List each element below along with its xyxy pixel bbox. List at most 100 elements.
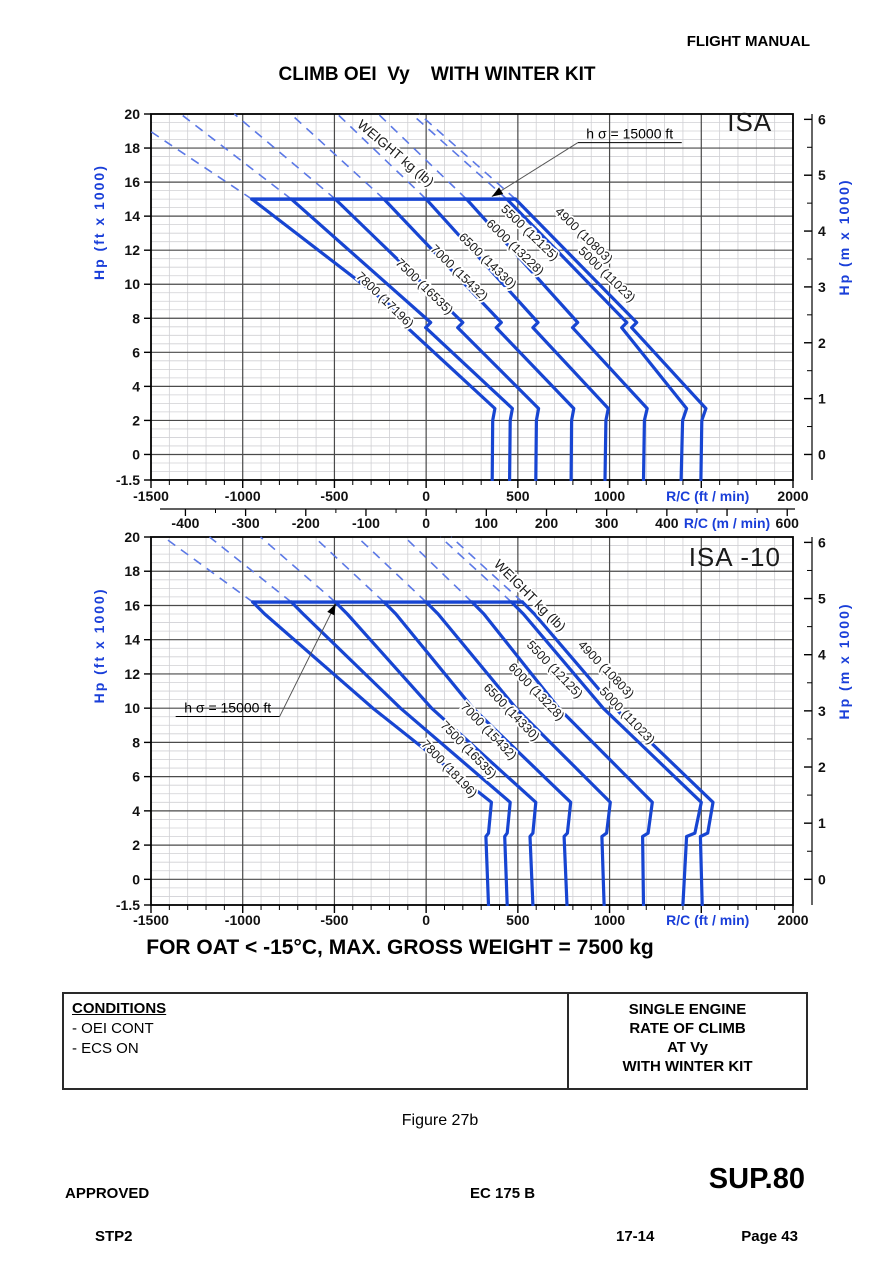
y-axis-title: Hp (ft x 1000): [91, 588, 107, 704]
y2-tick-label: 3: [818, 703, 826, 719]
ceiling-annotation: h σ = 15000 ft: [175, 603, 337, 717]
y2-tick-label: 1: [818, 391, 826, 407]
annotation-leader-line: [279, 603, 337, 717]
purpose-line: WITH WINTER KIT: [622, 1058, 753, 1075]
weight-curve-7500: [289, 600, 512, 906]
annotation-leader-line: [491, 142, 579, 197]
x-tick-label: 1000: [594, 912, 625, 928]
annotation-arrowhead: [327, 603, 336, 616]
y-tick-label: 2: [132, 412, 140, 428]
dashed-extension: [233, 113, 336, 200]
y2-tick-label: 4: [818, 647, 826, 663]
dashed-extension: [411, 113, 508, 200]
dashed-extension: [150, 131, 253, 200]
dashed-weight-extensions: [150, 113, 517, 200]
weight-curves: [250, 197, 708, 481]
oat-weight-note: FOR OAT < -15°C, MAX. GROSS WEIGHT = 750…: [146, 936, 654, 959]
page-title: CLIMB OEI Vy WITH WINTER KIT: [278, 64, 596, 85]
ceiling-annotation-text: h σ = 15000 ft: [184, 699, 271, 715]
y2-tick-label: 5: [818, 591, 826, 607]
weight-curve-labels: 7800 (18196)7500 (16535)7000 (15432)6500…: [417, 555, 660, 802]
dashed-weight-extensions: [163, 536, 523, 603]
dashed-extension: [377, 113, 468, 200]
condition-label: ISA: [727, 107, 772, 137]
weight-curve-5000: [509, 600, 703, 906]
weight-curve-7000: [333, 600, 538, 906]
y-tick-label: 14: [124, 632, 140, 648]
y-tick-label: 16: [124, 597, 140, 613]
y-tick-label: 10: [124, 700, 140, 716]
x2-tick-label: 300: [595, 515, 619, 531]
y2-tick-label: 0: [818, 871, 826, 887]
x-axis-title: R/C (ft / min): [666, 488, 749, 504]
footer-page-number: Page 43: [741, 1228, 798, 1245]
condition-item: - ECS ON: [72, 1040, 139, 1057]
footer-stp: STP2: [95, 1228, 133, 1245]
x-tick-label: -500: [320, 912, 348, 928]
y2-axis-title: Hp (m x 1000): [836, 602, 852, 719]
weight-curve-labels: 7800 (17196)7500 (16535)7000 (15432)6500…: [352, 115, 640, 333]
condition-item: - OEI CONT: [72, 1020, 154, 1037]
y-axis-m: 6 5 4 3 2 1 0 Hp (m x 1000): [804, 534, 852, 905]
y2-tick-label: 2: [818, 759, 826, 775]
weight-curve-7800: [251, 600, 493, 906]
y-tick-label: 0: [132, 871, 140, 887]
conditions-box: CONDITIONS - OEI CONT - ECS ON SINGLE EN…: [62, 992, 808, 1090]
purpose-line: AT Vy: [667, 1039, 708, 1056]
y-axis-title: Hp (ft x 1000): [91, 164, 107, 280]
purpose-line: SINGLE ENGINE: [628, 1001, 747, 1018]
y-tick-label: 12: [124, 242, 140, 258]
x-tick-label: -1500: [133, 912, 169, 928]
x-tick-label: 0: [422, 912, 430, 928]
x2-tick-label: 100: [475, 515, 499, 531]
x2-tick-label: 0: [422, 515, 430, 531]
x-axis-ft-min: -1500 -1000 -500 0 500 1000 2000 R/C (ft / min): [133, 480, 809, 504]
header-flight-manual: FLIGHT MANUAL: [686, 33, 810, 50]
y-tick-label: 12: [124, 666, 140, 682]
x-tick-label: 0: [422, 488, 430, 504]
footer-code: 17-14: [616, 1228, 655, 1245]
annotation-arrowhead: [491, 187, 504, 197]
y-tick-label: 0: [132, 446, 140, 462]
footer-approved: APPROVED: [65, 1185, 150, 1202]
y2-axis-title: Hp (m x 1000): [836, 178, 852, 295]
weight-curve-4900: [520, 600, 715, 906]
weight-curve-5500: [464, 197, 649, 481]
y2-tick-label: 1: [818, 815, 826, 831]
x-tick-label: 500: [506, 912, 530, 928]
weight-curve-5000: [505, 197, 689, 481]
dashed-extension: [313, 536, 385, 603]
x2-axis-title: R/C (m / min): [684, 515, 770, 531]
footer-sup-code: SUP.80: [708, 1163, 805, 1195]
y2-tick-label: 5: [818, 167, 826, 183]
y-tick-label: 4: [132, 378, 140, 394]
x2-tick-label: 600: [776, 515, 800, 531]
y-tick-label: 6: [132, 769, 140, 785]
plot-border: [150, 536, 794, 906]
weight-curve-6500: [382, 600, 573, 906]
weight-curve-6000: [424, 197, 610, 481]
x-tick-label: 2000: [777, 488, 808, 504]
dashed-extension: [450, 536, 523, 603]
dashed-extension: [259, 536, 336, 603]
y-tick-label: 18: [124, 563, 140, 579]
weight-curve-7500: [289, 197, 514, 481]
x-tick-label: -1500: [133, 488, 169, 504]
y2-tick-label: 0: [818, 446, 826, 462]
x-tick-label: -1000: [225, 912, 261, 928]
x2-tick-label: -200: [292, 515, 320, 531]
x2-tick-label: -300: [232, 515, 260, 531]
weight-axis-label: WEIGHT kg (lb): [354, 117, 436, 190]
y-tick-label: 4: [132, 803, 140, 819]
conditions-heading: CONDITIONS: [72, 1000, 167, 1017]
weight-curves: [251, 600, 715, 906]
x-tick-label: -500: [320, 488, 348, 504]
y2-tick-label: 3: [818, 279, 826, 295]
y2-tick-label: 6: [818, 534, 826, 550]
dashed-extension: [290, 113, 385, 200]
y-tick-label: 16: [124, 174, 140, 190]
weight-curve-4900: [513, 197, 708, 481]
